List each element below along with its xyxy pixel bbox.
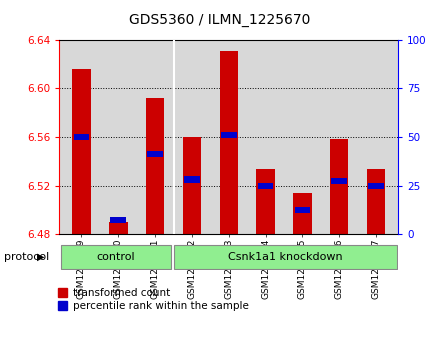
Bar [146,98,165,234]
Text: GDS5360 / ILMN_1225670: GDS5360 / ILMN_1225670 [129,13,311,27]
Text: control: control [96,252,135,262]
Bar [221,131,237,138]
Bar [257,168,275,234]
Bar [109,222,128,234]
Bar [295,207,310,213]
Text: protocol: protocol [4,252,50,262]
Bar [72,69,91,234]
Bar [367,168,385,234]
Bar [258,183,273,189]
Bar [147,151,163,157]
Text: Csnk1a1 knockdown: Csnk1a1 knockdown [228,252,343,262]
Bar [220,51,238,234]
Bar [330,139,348,234]
Bar [73,134,89,140]
FancyBboxPatch shape [61,245,171,269]
Legend: transformed count, percentile rank within the sample: transformed count, percentile rank withi… [58,288,249,311]
Bar [183,137,201,234]
FancyBboxPatch shape [174,245,397,269]
Bar [368,183,384,189]
Bar [293,193,312,234]
Bar [331,178,347,184]
Text: ▶: ▶ [37,252,45,262]
Bar [110,217,126,223]
Bar [184,176,200,183]
